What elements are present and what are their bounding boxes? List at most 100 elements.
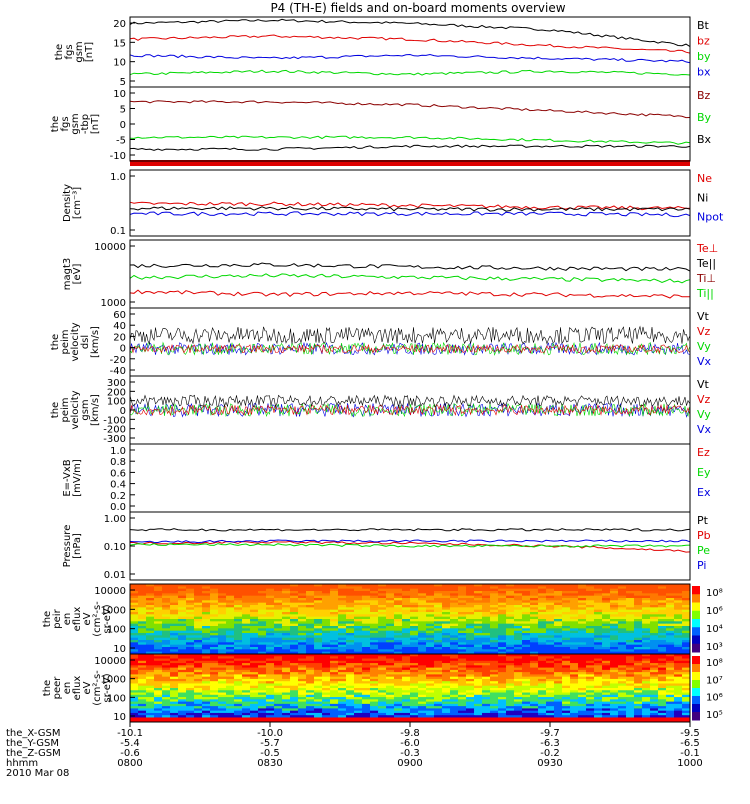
spectro-cell (362, 640, 371, 643)
spectro-cell (354, 586, 363, 590)
spectro-cell (634, 697, 643, 700)
spectro-cell (634, 683, 643, 687)
spectro-cell (554, 706, 563, 709)
spectro-cell (442, 656, 451, 660)
legend-item: Vx (697, 355, 712, 368)
spectro-cell (306, 626, 315, 629)
spectro-cell (418, 619, 427, 622)
spectro-cell (434, 697, 443, 700)
spectro-cell (282, 694, 291, 698)
spectro-cell (370, 674, 379, 678)
spectro-cell (554, 703, 563, 707)
spectro-cell (178, 588, 187, 592)
spectro-cell (434, 600, 443, 604)
spectro-cell (562, 649, 571, 653)
spectro-cell (130, 681, 139, 684)
spectro-cell (402, 669, 411, 673)
spectro-cell (354, 676, 363, 680)
spectro-cell (562, 694, 571, 698)
spectro-cell (570, 660, 579, 664)
spectro-cell (458, 699, 467, 703)
legend-item: Pb (697, 529, 711, 542)
spectro-cell (370, 694, 379, 698)
spectro-cell (434, 619, 443, 622)
spectro-cell (362, 600, 371, 604)
spectro-cell (162, 588, 171, 592)
spectro-cell (250, 598, 259, 601)
spectro-cell (426, 598, 435, 601)
spectro-cell (674, 614, 683, 618)
spectro-cell (610, 612, 619, 615)
spectro-cell (418, 697, 427, 700)
spectro-cell (130, 665, 139, 669)
spectro-cell (266, 665, 275, 669)
spectro-cell (226, 600, 235, 604)
spectro-cell (586, 719, 595, 723)
spectro-cell (282, 612, 291, 615)
spectro-cell (530, 619, 539, 622)
spectro-cell (170, 626, 179, 629)
spectro-cell (666, 588, 675, 592)
spectro-cell (642, 690, 651, 694)
spectro-cell (354, 614, 363, 618)
spectro-cell (418, 694, 427, 698)
spectro-cell (274, 672, 283, 675)
spectro-cell (458, 710, 467, 714)
spectro-cell (394, 685, 403, 689)
spectro-cell (378, 692, 387, 696)
spectro-cell (466, 623, 475, 627)
spectro-cell (658, 703, 667, 707)
spectro-cell (370, 688, 379, 691)
spectro-cell (202, 619, 211, 622)
spectro-cell (154, 598, 163, 601)
spectro-cell (490, 588, 499, 592)
spectro-cell (146, 633, 155, 636)
spectro-cell (602, 685, 611, 689)
spectro-cell (322, 708, 331, 712)
spectro-cell (626, 614, 635, 618)
spectro-cell (602, 616, 611, 620)
spectro-cell (634, 715, 643, 718)
spectro-cell (130, 703, 139, 707)
spectro-cell (450, 697, 459, 700)
spectro-cell (218, 614, 227, 618)
spectro-cell (602, 654, 611, 657)
spectro-cell (634, 701, 643, 705)
spectro-cell (602, 719, 611, 723)
spectro-cell (378, 635, 387, 639)
legend-item: Vx (697, 423, 712, 436)
spectro-cell (354, 616, 363, 620)
spectro-cell (474, 701, 483, 705)
spectro-cell (442, 688, 451, 691)
spectro-cell (338, 612, 347, 615)
spectro-cell (594, 669, 603, 673)
spectro-cell (170, 647, 179, 650)
colorbar-segment (692, 619, 700, 628)
spectro-cell (578, 637, 587, 641)
spectro-cell (330, 690, 339, 694)
y-axis-label-line: dsl (80, 335, 91, 349)
spectro-cell (242, 672, 251, 675)
spectro-cell (538, 683, 547, 687)
spectro-cell (282, 651, 291, 655)
spectro-cell (322, 614, 331, 618)
spectro-cell (386, 690, 395, 694)
spectro-cell (298, 681, 307, 684)
y-tick-label: 1000 (101, 675, 126, 686)
spectro-cell (634, 621, 643, 625)
spectro-cell (530, 591, 539, 594)
spectro-cell (562, 656, 571, 660)
y-tick-label: 100 (107, 693, 126, 704)
spectro-cell (354, 710, 363, 714)
spectro-cell (146, 681, 155, 684)
spectro-cell (234, 626, 243, 629)
spectro-cell (210, 647, 219, 650)
spectro-cell (506, 640, 515, 643)
spectro-cell (522, 660, 531, 664)
spectro-cell (346, 635, 355, 639)
spectro-cell (330, 600, 339, 604)
spectro-cell (618, 681, 627, 684)
spectro-cell (258, 619, 267, 622)
spectro-cell (642, 665, 651, 669)
spectro-cell (466, 619, 475, 622)
